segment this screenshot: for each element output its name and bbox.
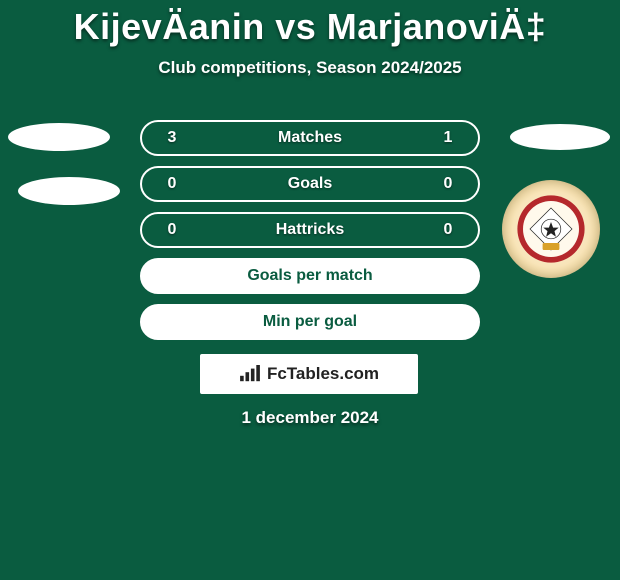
player-left-avatar-bottom [18,177,120,205]
stat-label: Hattricks [186,221,434,239]
page-title: KijevÄanin vs MarjanoviÄ‡ [0,0,620,48]
brand-badge[interactable]: FcTables.com [200,354,418,394]
stat-label: Goals per match [186,267,434,285]
stat-label: Matches [186,129,434,147]
stat-label: Goals [186,175,434,193]
stat-left-value: 3 [158,129,186,147]
stat-left-value: 0 [158,221,186,239]
brand-text: FcTables.com [267,364,379,384]
stat-right-value: 0 [434,221,462,239]
player-right-avatar-top [510,124,610,150]
stat-row-goals-per-match: Goals per match [140,258,480,294]
stat-left-value: 0 [158,175,186,193]
stat-label: Min per goal [186,313,434,331]
stat-right-value: 0 [434,175,462,193]
club-crest-icon [502,180,600,278]
stat-row-goals: 0 Goals 0 [140,166,480,202]
stat-right-value: 1 [434,129,462,147]
bar-chart-icon [239,365,261,383]
page-subtitle: Club competitions, Season 2024/2025 [0,58,620,78]
stats-panel: 3 Matches 1 0 Goals 0 0 Hattricks 0 Goal… [140,120,480,350]
stat-row-matches: 3 Matches 1 [140,120,480,156]
date-text: 1 december 2024 [0,408,620,428]
stat-row-hattricks: 0 Hattricks 0 [140,212,480,248]
player-left-avatar-top [8,123,110,151]
stat-row-min-per-goal: Min per goal [140,304,480,340]
